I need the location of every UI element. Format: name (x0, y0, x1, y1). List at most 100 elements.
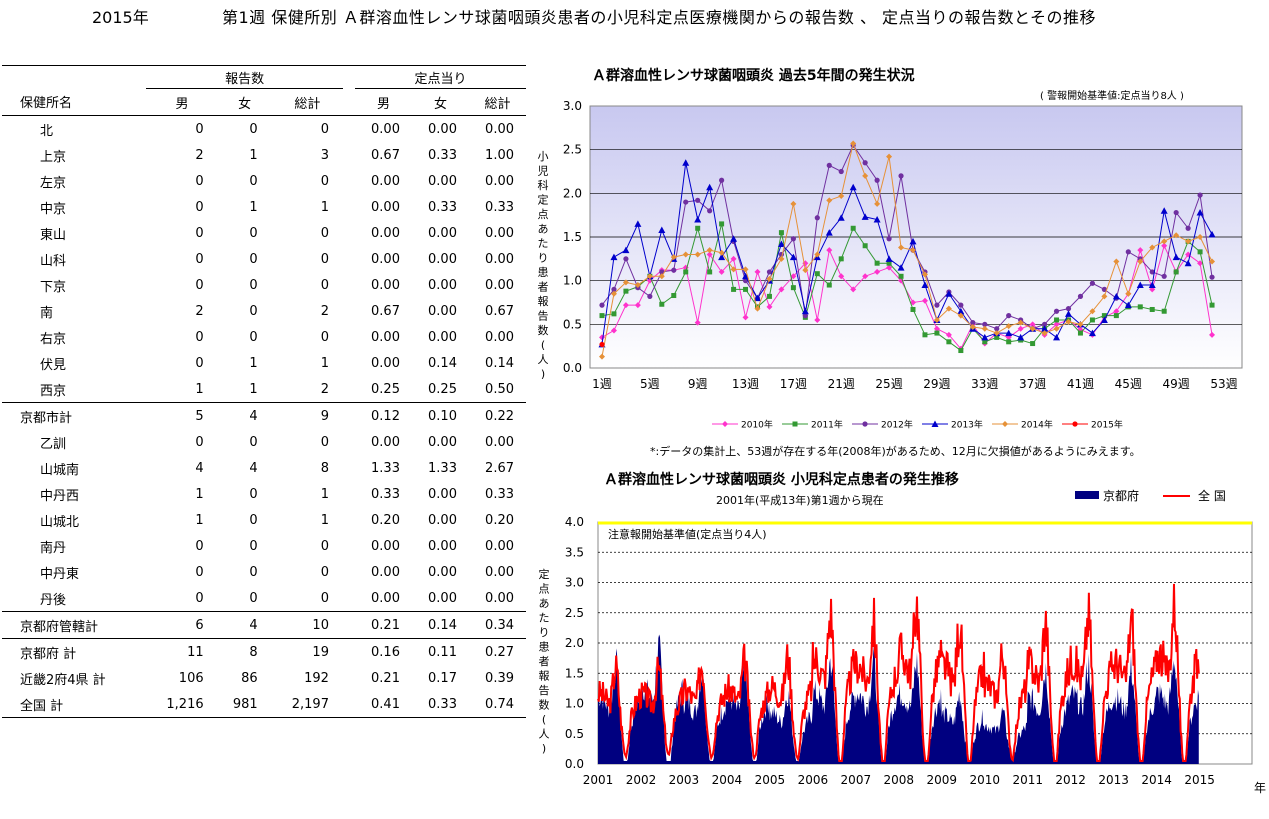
chart1-point (945, 290, 953, 297)
chart1-point (623, 256, 629, 262)
chart1-point (1077, 330, 1083, 336)
row-name: 上京 (40, 149, 67, 165)
chart1-point (790, 200, 797, 207)
chart1-point (1101, 313, 1107, 319)
row-value: 1 (195, 512, 204, 528)
row-value: 0.00 (428, 538, 457, 554)
chart1-point (946, 339, 952, 345)
chart1-point (898, 273, 904, 279)
row-value: 0 (249, 590, 258, 606)
header-col: 女 (411, 88, 469, 116)
chart1-point (825, 229, 833, 236)
chart1-ylabel-char: り (538, 252, 549, 265)
header-group-reports: 報告数 (146, 65, 343, 89)
chart1-ylabel-char: ( (541, 339, 545, 352)
row-value: 0.00 (485, 564, 514, 580)
row-value: 0.27 (468, 638, 526, 665)
chart2-x-tick-label: 2012 (1055, 773, 1086, 787)
chart1-ylabel-char: 点 (538, 208, 549, 221)
row-value: 0 (249, 121, 258, 137)
row-value: 8 (320, 460, 329, 476)
chart1-point (777, 240, 785, 247)
legend-marker (1002, 421, 1008, 427)
chart1-point (898, 244, 905, 251)
row-value: 0 (320, 564, 329, 580)
chart1-point (599, 353, 605, 360)
row-value: 0.67 (485, 303, 514, 319)
row-value: 0.25 (428, 381, 457, 397)
legend-marker (931, 420, 939, 427)
chart1-point (766, 269, 773, 275)
chart1-ylabel-char: 児 (538, 165, 549, 178)
row-name: 中丹東 (40, 566, 80, 582)
row-value: 106 (178, 670, 204, 686)
row-value: 0.00 (371, 355, 400, 371)
row-value: 1 (195, 381, 204, 397)
chart1-x-tick-label: 13週 (732, 377, 759, 391)
chart1-point (1089, 317, 1095, 323)
chart1-point (1149, 269, 1155, 275)
chart1-point (1053, 333, 1061, 341)
chart1-point (766, 303, 773, 310)
chart1-ylabel-char: 人 (538, 353, 549, 366)
row-value: 0.00 (428, 277, 457, 293)
row-value: 0 (320, 173, 329, 189)
chart2-annotation: 注意報開始基準値(定点当り4人) (608, 527, 767, 541)
row-name: 京都府管轄計 (2, 611, 147, 639)
chart2-x-tick-label: 2001 (583, 773, 614, 787)
row-gap (342, 638, 355, 665)
row-value: 0.00 (485, 225, 514, 241)
chart1-point (1053, 321, 1060, 328)
row-value: 19 (271, 638, 343, 665)
chart1-point (610, 327, 617, 334)
row-value: 0 (249, 173, 258, 189)
legend-kyoto-swatch (1075, 491, 1099, 499)
row-name: 南 (40, 305, 54, 321)
chart1-point (1054, 317, 1060, 323)
chart1-point (970, 319, 976, 326)
row-value: 1 (249, 355, 258, 371)
row-value: 0.33 (485, 199, 514, 215)
row-value: 0.00 (485, 251, 514, 267)
table-row: 下京 0 0 0 0.00 0.00 0.00 (2, 272, 526, 298)
chart1-point (1173, 232, 1180, 239)
row-value: 0 (195, 355, 204, 371)
row-value: 0 (249, 251, 258, 267)
row-value: 2,197 (271, 691, 343, 718)
chart1-point (610, 290, 617, 297)
chart1-point (1065, 306, 1072, 312)
chart2-ylabel-char: 者 (539, 655, 550, 668)
chart1-point (719, 221, 725, 227)
row-value: 0.00 (371, 173, 400, 189)
legend-kyoto-label: 京都府 (1103, 488, 1139, 503)
row-value: 0.00 (485, 329, 514, 345)
row-value: 0.11 (411, 638, 469, 665)
row-value: 0.00 (428, 590, 457, 606)
chart1-y-tick-label: 0.0 (563, 361, 582, 375)
row-value: 0.00 (485, 538, 514, 554)
chart1-point (837, 214, 845, 221)
row-value: 0.21 (354, 611, 412, 639)
chart1-point (957, 307, 965, 315)
chart1-point (707, 269, 713, 275)
table-row: 中京 0 1 1 0.00 0.33 0.33 (2, 194, 526, 220)
chart1-point (814, 251, 821, 258)
row-name: 全国 計 (2, 691, 147, 718)
chart1-point (850, 225, 856, 231)
row-value: 0 (249, 434, 258, 450)
chart1-x-tick-label: 45週 (1115, 377, 1142, 391)
header-col: 総計 (468, 88, 526, 116)
chart1-point (742, 272, 750, 280)
chart1-point (886, 153, 893, 160)
chart1-point (933, 325, 940, 332)
chart1-point (1053, 325, 1060, 332)
row-value: 1.33 (371, 460, 400, 476)
row-value: 0.33 (485, 486, 514, 502)
chart2-x-tick-label: 2009 (927, 773, 958, 787)
chart1-point (1209, 274, 1215, 280)
chart1-point (838, 273, 845, 280)
table-row: 中丹西 1 0 1 0.33 0.00 0.33 (2, 481, 526, 507)
chart1-point (945, 331, 952, 338)
row-value: 10 (271, 611, 343, 639)
chart1-ylabel-char: 告 (538, 310, 549, 323)
